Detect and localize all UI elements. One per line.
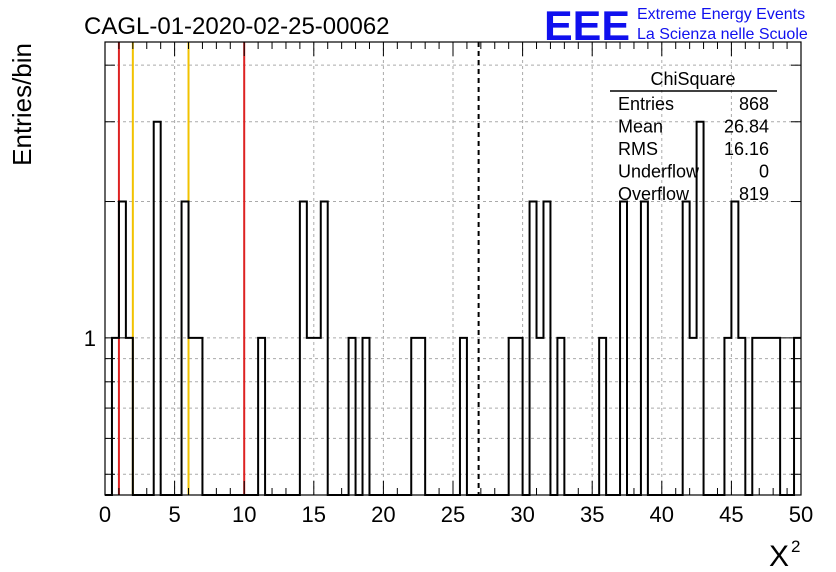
histogram-bin bbox=[363, 338, 370, 495]
histogram-bin bbox=[258, 338, 265, 495]
histogram-bin bbox=[759, 338, 766, 495]
y-tick-label: 1 bbox=[84, 326, 96, 351]
histogram-bin bbox=[119, 202, 126, 495]
x-tick-label: 30 bbox=[510, 502, 534, 527]
x-tick-label: 0 bbox=[99, 502, 111, 527]
stats-value: 868 bbox=[739, 94, 769, 114]
stats-label: RMS bbox=[618, 139, 658, 159]
histogram-bin bbox=[599, 338, 606, 495]
x-axis-label-main: X bbox=[769, 540, 789, 572]
x-axis-label-sup: 2 bbox=[791, 537, 800, 556]
stats-label: Mean bbox=[618, 117, 663, 137]
histogram-bin bbox=[766, 338, 773, 495]
histogram-bin bbox=[349, 338, 356, 495]
logo-line2: La Scienza nelle Scuole bbox=[637, 26, 808, 43]
x-tick-label: 15 bbox=[302, 502, 326, 527]
histogram-bin bbox=[557, 338, 564, 495]
axes: 0 5 10 15 20 25 30 35 40 45 50 1 bbox=[84, 41, 813, 527]
logo-line1: Extreme Energy Events bbox=[637, 6, 805, 23]
histogram-bin bbox=[543, 202, 550, 495]
histogram-bin bbox=[731, 202, 738, 495]
histogram-bin bbox=[537, 338, 544, 495]
histogram-bin bbox=[411, 338, 418, 495]
chart-title: CAGL-01-2020-02-25-00062 bbox=[84, 13, 390, 40]
histogram-bin bbox=[126, 338, 133, 495]
stats-label: Entries bbox=[618, 94, 674, 114]
histogram-bin bbox=[321, 202, 328, 495]
stats-value: 819 bbox=[739, 184, 769, 204]
histogram-bin bbox=[794, 338, 801, 495]
x-tick-label: 35 bbox=[580, 502, 604, 527]
histogram-bin bbox=[641, 202, 648, 495]
x-tick-label: 40 bbox=[650, 502, 674, 527]
stats-value: 26.84 bbox=[724, 117, 769, 137]
y-axis-label: Entries/bin bbox=[7, 43, 37, 166]
histogram-bin bbox=[300, 202, 307, 495]
x-axis-label: X 2 bbox=[769, 537, 800, 572]
histogram-bin bbox=[724, 338, 731, 495]
stats-box: ChiSquare Entries 868 Mean 26.84 RMS 16.16 Und… bbox=[610, 69, 777, 204]
x-tick-label: 50 bbox=[789, 502, 813, 527]
histogram-bin bbox=[460, 338, 467, 495]
stats-label: Underflow bbox=[618, 162, 700, 182]
stats-label: Overflow bbox=[618, 184, 690, 204]
logo-text: EEE bbox=[544, 2, 630, 49]
histogram-bin bbox=[418, 338, 425, 495]
histogram-bin bbox=[683, 202, 690, 495]
x-tick-label: 5 bbox=[168, 502, 180, 527]
histogram-bin bbox=[509, 338, 516, 495]
histogram-bin bbox=[773, 338, 780, 495]
stats-title: ChiSquare bbox=[650, 69, 735, 89]
histogram-bin bbox=[112, 338, 119, 495]
histogram-bin bbox=[690, 338, 697, 495]
x-tick-label: 20 bbox=[371, 502, 395, 527]
stats-rows: Entries 868 Mean 26.84 RMS 16.16 Underflow 0 Ove… bbox=[618, 94, 769, 204]
histogram-bin bbox=[620, 202, 627, 495]
histogram-bin bbox=[314, 338, 321, 495]
stats-value: 0 bbox=[759, 162, 769, 182]
eee-logo: EEE Extreme Energy Events La Scienza nel… bbox=[544, 2, 808, 49]
x-tick-label: 10 bbox=[232, 502, 256, 527]
histogram-bin bbox=[182, 202, 189, 495]
grid bbox=[105, 42, 801, 495]
histogram-bin bbox=[307, 338, 314, 495]
histogram-bin bbox=[154, 122, 161, 495]
x-tick-label: 25 bbox=[441, 502, 465, 527]
stats-value: 16.16 bbox=[724, 139, 769, 159]
histogram-bin bbox=[530, 202, 537, 495]
histogram-bin bbox=[195, 338, 202, 495]
histogram-bin bbox=[189, 338, 196, 495]
histogram-bin bbox=[738, 338, 745, 495]
x-tick-label: 45 bbox=[719, 502, 743, 527]
histogram-bin bbox=[516, 338, 523, 495]
histogram-bin bbox=[752, 338, 759, 495]
